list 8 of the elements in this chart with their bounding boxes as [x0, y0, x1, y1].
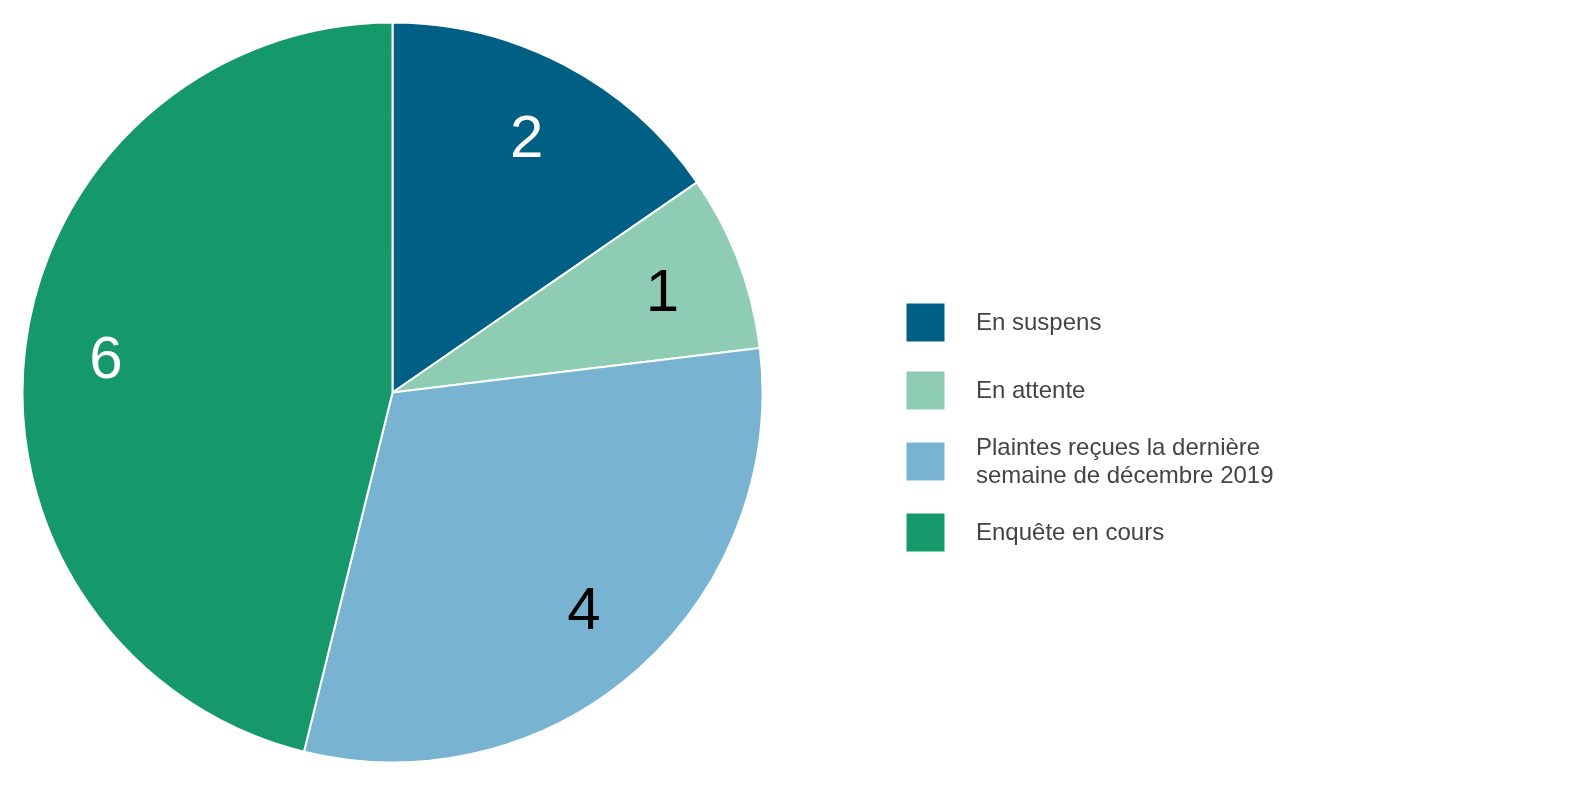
legend-label: Plaintes reçues la dernière semaine de décembre 2019 [976, 433, 1274, 489]
legend-label: En attente [976, 376, 1086, 404]
legend-label: Enquête en cours [976, 518, 1165, 546]
legend-label: En suspens [976, 308, 1102, 336]
data-label: 4 [567, 575, 601, 643]
data-label: 1 [645, 256, 680, 324]
data-label: 6 [89, 324, 123, 392]
data-label: 2 [509, 103, 544, 171]
